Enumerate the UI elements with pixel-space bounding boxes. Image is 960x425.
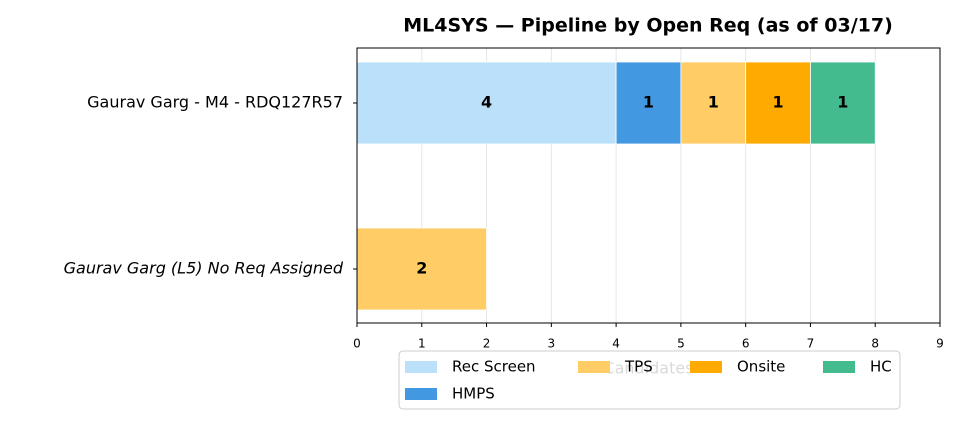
legend-swatch [823,361,855,373]
data-label: 4 [481,93,492,112]
bar-segment [356,227,487,311]
x-tick-label: 1 [418,337,426,351]
x-tick-label: 5 [677,337,685,351]
legend-swatch [405,388,437,400]
chart-title: ML4SYS — Pipeline by Open Req (as of 03/… [403,15,893,37]
x-tick-label: 8 [871,337,879,351]
legend: Rec Screen HMPS TPS Onsite HC [398,350,901,410]
legend-swatch [405,361,437,373]
x-tick-label: 0 [353,337,361,351]
bar-segment [810,61,876,145]
x-tick-label: 7 [807,337,815,351]
legend-label: Onsite [737,358,785,376]
legend-label: HMPS [452,385,495,403]
bar-segment [745,61,811,145]
legend-swatch [578,361,610,373]
data-label: 1 [837,93,848,112]
legend-label: Rec Screen [452,358,536,376]
bar-segment [356,61,617,145]
bar-segment [615,61,682,145]
data-label: 1 [643,93,654,112]
data-label: 1 [708,93,719,112]
legend-swatch [690,361,722,373]
bar-segment [680,61,747,145]
y-tick-label: Gaurav Garg - M4 - RDQ127R57 [87,93,343,112]
x-tick-label: 3 [548,337,556,351]
legend-box [398,350,901,410]
legend-label: HC [870,358,892,376]
x-tick-label: 9 [936,337,944,351]
y-tick-label: Gaurav Garg (L5) No Req Assigned [64,259,344,278]
legend-label: TPS [624,358,653,376]
data-label: 1 [772,93,783,112]
x-tick-label: 6 [742,337,750,351]
data-label: 2 [416,259,427,278]
x-tick-label: 4 [612,337,620,351]
x-tick-label: 2 [483,337,491,351]
plot-frame [356,47,941,324]
